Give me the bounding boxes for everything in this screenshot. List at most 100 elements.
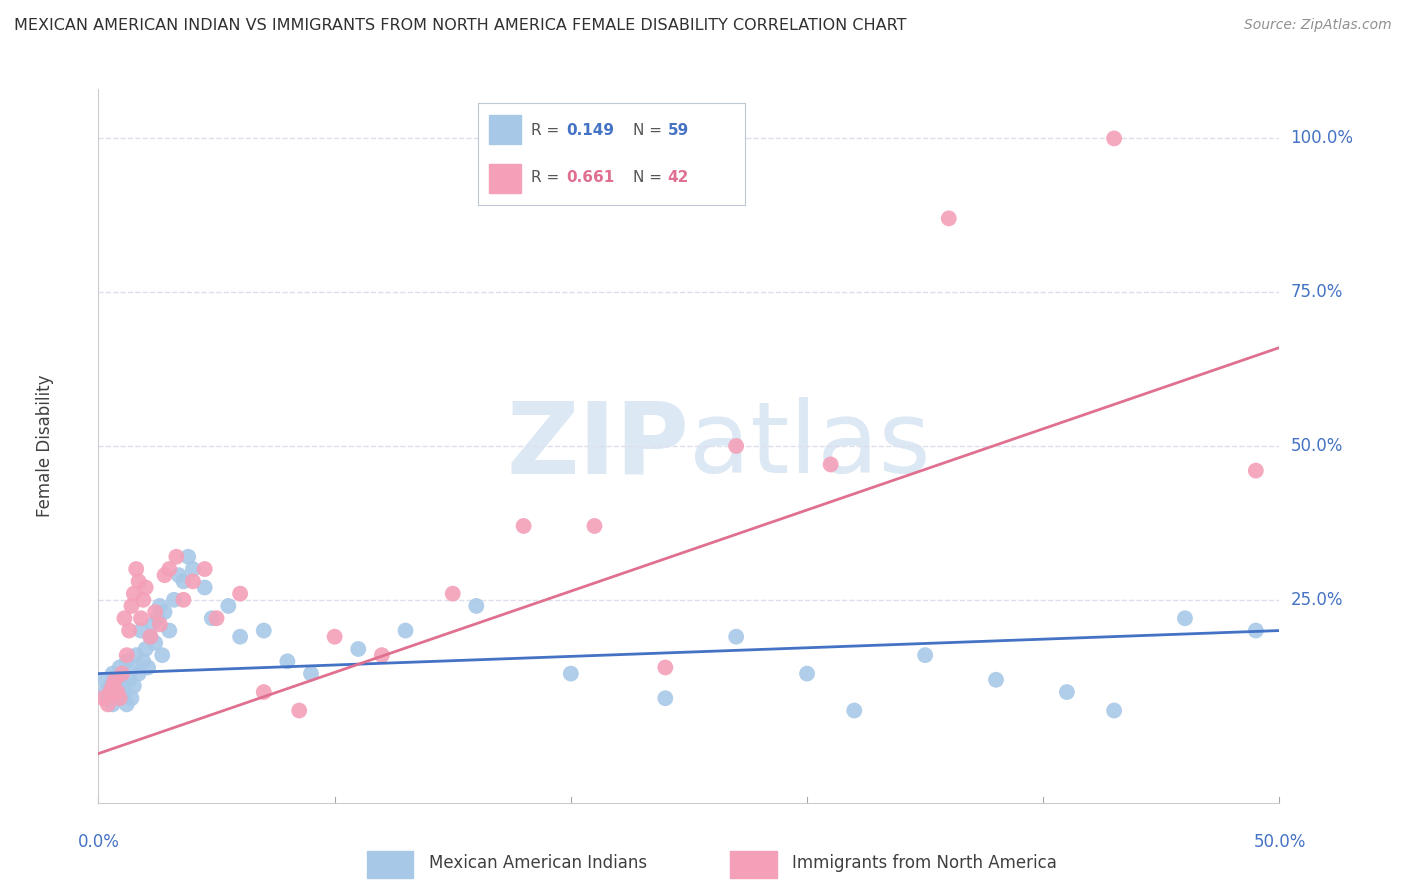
Point [115,648,138,662]
Point [143,636,166,650]
Point [1174,611,1197,625]
Point [194,562,217,576]
Point [122,679,145,693]
Text: 50.0%: 50.0% [1291,437,1343,455]
Point [820,458,842,472]
Point [121,599,143,613]
Text: Immigrants from North America: Immigrants from North America [793,854,1057,872]
Point [347,642,370,657]
Point [181,574,204,589]
Point [105,691,128,706]
Point [118,624,141,638]
Point [115,654,138,668]
Point [128,574,150,589]
Point [1056,685,1078,699]
Point [122,587,145,601]
Point [111,666,134,681]
Point [938,211,960,226]
Point [172,592,194,607]
Point [725,630,748,644]
Point [157,624,180,638]
Point [97,698,120,712]
Point [101,698,124,712]
Point [205,611,228,625]
Point [139,630,162,644]
Point [136,660,159,674]
Point [253,685,276,699]
Point [111,679,134,693]
Text: Female Disability: Female Disability [37,375,55,517]
Point [105,673,128,687]
Point [121,691,143,706]
Point [122,660,145,674]
Point [654,691,676,706]
Point [94,685,117,699]
Point [132,592,155,607]
Point [98,679,121,693]
Text: R =: R = [531,170,565,185]
Point [104,673,127,687]
Point [512,519,534,533]
Point [115,698,138,712]
Text: Source: ZipAtlas.com: Source: ZipAtlas.com [1244,18,1392,32]
Point [153,605,176,619]
Text: N =: N = [633,170,666,185]
Point [299,666,322,681]
Bar [489,164,520,193]
Text: 0.661: 0.661 [567,170,614,185]
Point [91,691,114,706]
Point [583,519,606,533]
Bar [731,851,776,878]
Point [165,549,187,564]
Point [135,581,157,595]
Point [217,599,239,613]
Point [1244,624,1267,638]
Point [139,630,162,644]
Point [914,648,936,662]
Point [441,587,464,601]
Text: N =: N = [633,123,666,137]
Point [654,660,676,674]
Point [163,592,186,607]
Point [560,666,582,681]
Point [194,581,217,595]
Text: 75.0%: 75.0% [1291,283,1343,301]
Point [129,611,152,625]
Text: atlas: atlas [689,398,931,494]
Point [984,673,1007,687]
Point [146,611,169,625]
Point [167,568,190,582]
Point [111,666,134,681]
Point [323,630,346,644]
Point [1244,464,1267,478]
Point [101,679,124,693]
Point [201,611,224,625]
Point [844,704,866,718]
Point [104,685,127,699]
Point [105,685,128,699]
Bar [489,115,520,144]
Point [135,642,157,657]
Point [149,599,172,613]
Text: 59: 59 [668,123,689,137]
Text: 42: 42 [668,170,689,185]
Point [98,685,121,699]
Point [1102,131,1125,145]
Text: ZIP: ZIP [506,398,689,494]
Point [132,654,155,668]
Point [371,648,394,662]
Point [142,617,165,632]
Point [181,562,204,576]
Point [108,660,131,674]
Point [276,654,298,668]
Text: R =: R = [531,123,565,137]
Point [91,673,114,687]
Point [118,673,141,687]
Point [465,599,488,613]
Text: 25.0%: 25.0% [1291,591,1343,609]
Point [149,617,172,632]
Text: MEXICAN AMERICAN INDIAN VS IMMIGRANTS FROM NORTH AMERICA FEMALE DISABILITY CORRE: MEXICAN AMERICAN INDIAN VS IMMIGRANTS FR… [14,18,907,33]
Point [112,611,135,625]
Point [1102,704,1125,718]
Point [125,648,148,662]
